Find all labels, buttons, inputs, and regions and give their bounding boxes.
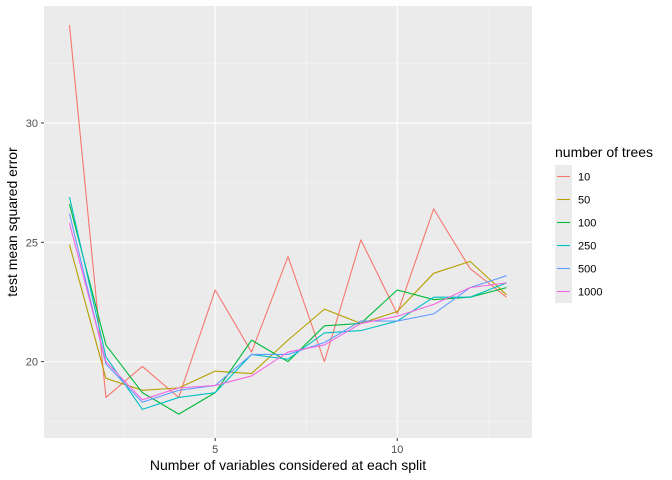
series-line-100 — [68, 203, 507, 415]
legend-label-50: 50 — [578, 195, 590, 207]
series-line-50 — [68, 244, 507, 391]
y-axis-title: test mean squared error — [4, 147, 20, 297]
series-line-250 — [68, 196, 507, 410]
x-axis-title: Number of variables considered at each s… — [150, 457, 426, 473]
legend-label-100: 100 — [578, 218, 596, 230]
legend-title: number of trees — [555, 144, 653, 160]
legend-label-500: 500 — [578, 264, 596, 276]
x-tick-label: 5 — [212, 444, 218, 456]
axis-ticks — [41, 122, 398, 441]
legend: number of trees 10 50 100 250 500 1000 — [555, 144, 653, 303]
series-line-500 — [68, 213, 507, 403]
plot-panel — [44, 6, 532, 438]
legend-label-250: 250 — [578, 241, 596, 253]
series-line-1000 — [68, 223, 507, 401]
legend-label-10: 10 — [578, 172, 590, 184]
x-tick-label: 10 — [391, 444, 403, 456]
series-line-10 — [68, 25, 507, 398]
y-tick-label: 20 — [26, 357, 38, 369]
legend-items: 10 50 100 250 500 1000 — [555, 165, 602, 303]
y-tick-label: 25 — [26, 237, 38, 249]
y-tick-label: 30 — [26, 118, 38, 130]
y-tick-labels: 20 25 30 — [26, 118, 38, 369]
x-tick-labels: 5 10 — [212, 444, 403, 456]
grid-minor — [44, 6, 532, 438]
legend-label-1000: 1000 — [578, 287, 602, 299]
series-lines — [68, 25, 507, 415]
